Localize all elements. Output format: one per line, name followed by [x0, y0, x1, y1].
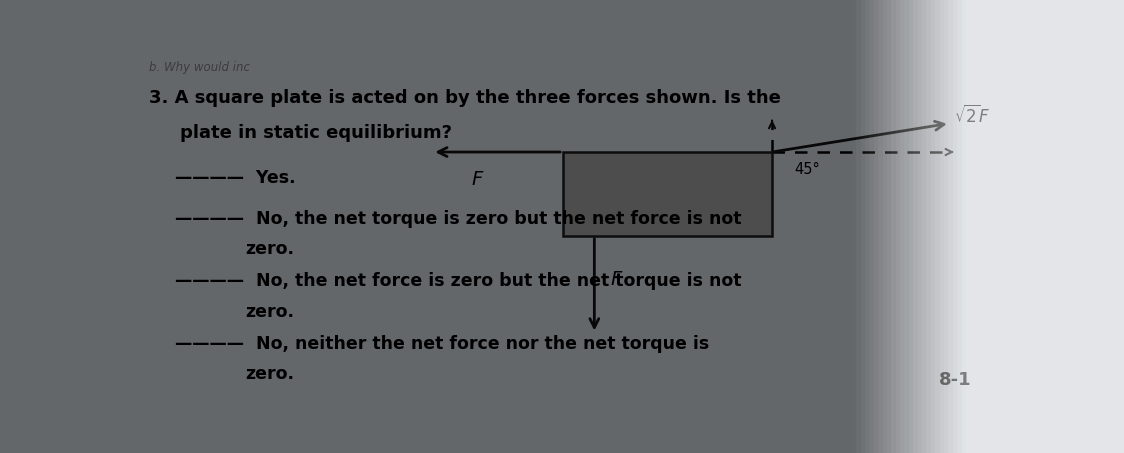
Text: ————  No, the net torque is zero but the net force is not: ———— No, the net torque is zero but the …	[175, 210, 742, 227]
Text: zero.: zero.	[245, 240, 294, 258]
Text: 45°: 45°	[794, 163, 819, 178]
Bar	[563, 152, 772, 236]
Text: 8-1: 8-1	[939, 371, 971, 389]
Text: b. Why would inc: b. Why would inc	[149, 61, 251, 74]
Text: zero.: zero.	[245, 303, 294, 321]
Text: ————  No, neither the net force nor the net torque is: ———— No, neither the net force nor the n…	[175, 335, 709, 353]
Text: $\sqrt{2}F$: $\sqrt{2}F$	[954, 105, 990, 127]
Text: $F$: $F$	[471, 171, 484, 189]
Text: ————  No, the net force is zero but the net torque is not: ———— No, the net force is zero but the n…	[175, 272, 742, 290]
Text: plate in static equilibrium?: plate in static equilibrium?	[180, 124, 452, 142]
Text: $F$: $F$	[610, 271, 624, 289]
Text: 3. A square plate is acted on by the three forces shown. Is the: 3. A square plate is acted on by the thr…	[149, 89, 781, 107]
Text: ————  Yes.: ———— Yes.	[175, 169, 296, 188]
Text: zero.: zero.	[245, 366, 294, 384]
